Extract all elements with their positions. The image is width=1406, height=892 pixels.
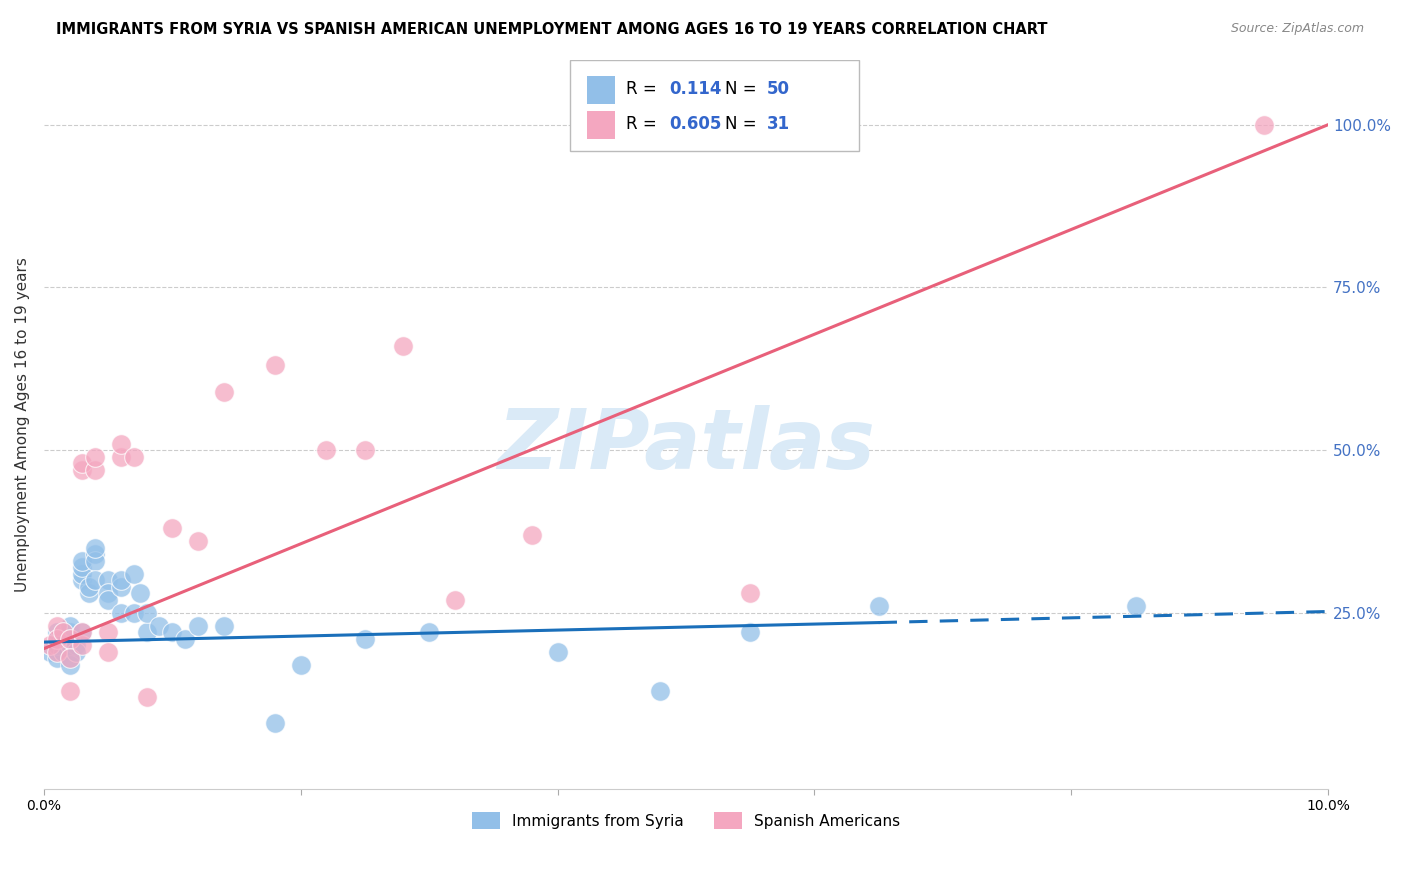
Text: N =: N = [724,115,762,133]
Point [97,592,120,607]
Point [84,574,107,588]
FancyBboxPatch shape [588,112,616,139]
Point [135,606,157,620]
Point [72,566,94,581]
Point [45,651,67,665]
Point [72,560,94,574]
Point [45,645,67,659]
Point [58,684,80,698]
Point [650,684,672,698]
Point [72,638,94,652]
Point [97,645,120,659]
Text: R =: R = [626,79,662,98]
Point [52,632,75,646]
Text: N =: N = [724,79,762,98]
Point [97,625,120,640]
Point [39,645,62,659]
Point [58,638,80,652]
Point [1125,599,1147,614]
Point [122,606,145,620]
Point [264,359,287,373]
Point [72,554,94,568]
FancyBboxPatch shape [571,60,859,151]
Text: ZIPatlas: ZIPatlas [498,406,875,486]
FancyBboxPatch shape [588,77,616,104]
Point [58,625,80,640]
Point [418,625,440,640]
Point [72,574,94,588]
Point [45,625,67,640]
Point [212,384,235,399]
Point [72,625,94,640]
Point [84,554,107,568]
Point [174,632,197,646]
Text: 0.605: 0.605 [669,115,721,133]
Point [84,547,107,561]
Point [212,619,235,633]
Point [110,450,132,464]
Point [77,586,100,600]
Point [45,638,67,652]
Point [110,436,132,450]
Point [77,580,100,594]
Point [868,599,890,614]
Y-axis label: Unemployment Among Ages 16 to 19 years: Unemployment Among Ages 16 to 19 years [15,257,30,591]
Point [354,632,377,646]
Point [392,339,415,353]
Point [520,527,543,541]
Point [122,566,145,581]
Point [129,586,152,600]
Point [162,625,184,640]
Point [84,541,107,555]
Text: Source: ZipAtlas.com: Source: ZipAtlas.com [1230,22,1364,36]
Point [187,619,209,633]
Point [45,632,67,646]
Point [547,645,569,659]
Point [740,625,762,640]
Point [65,645,87,659]
Point [110,574,132,588]
Point [58,632,80,646]
Point [110,606,132,620]
Point [162,521,184,535]
Point [58,651,80,665]
Point [52,625,75,640]
Point [315,443,337,458]
Point [72,625,94,640]
Point [1253,118,1275,132]
Point [84,462,107,476]
Point [110,580,132,594]
Point [290,657,312,672]
Point [52,645,75,659]
Point [45,619,67,633]
Text: 0.114: 0.114 [669,79,721,98]
Point [65,638,87,652]
Text: R =: R = [626,115,662,133]
Point [354,443,377,458]
Point [58,651,80,665]
Text: 50: 50 [766,79,790,98]
Point [45,632,67,646]
Point [39,638,62,652]
Text: IMMIGRANTS FROM SYRIA VS SPANISH AMERICAN UNEMPLOYMENT AMONG AGES 16 TO 19 YEARS: IMMIGRANTS FROM SYRIA VS SPANISH AMERICA… [56,22,1047,37]
Point [84,450,107,464]
Point [97,574,120,588]
Point [135,690,157,705]
Text: 31: 31 [766,115,790,133]
Point [444,592,467,607]
Legend: Immigrants from Syria, Spanish Americans: Immigrants from Syria, Spanish Americans [465,805,905,836]
Point [58,619,80,633]
Point [740,586,762,600]
Point [135,625,157,640]
Point [187,534,209,549]
Point [122,450,145,464]
Point [72,462,94,476]
Point [97,586,120,600]
Point [148,619,170,633]
Point [72,456,94,470]
Point [264,716,287,731]
Point [58,657,80,672]
